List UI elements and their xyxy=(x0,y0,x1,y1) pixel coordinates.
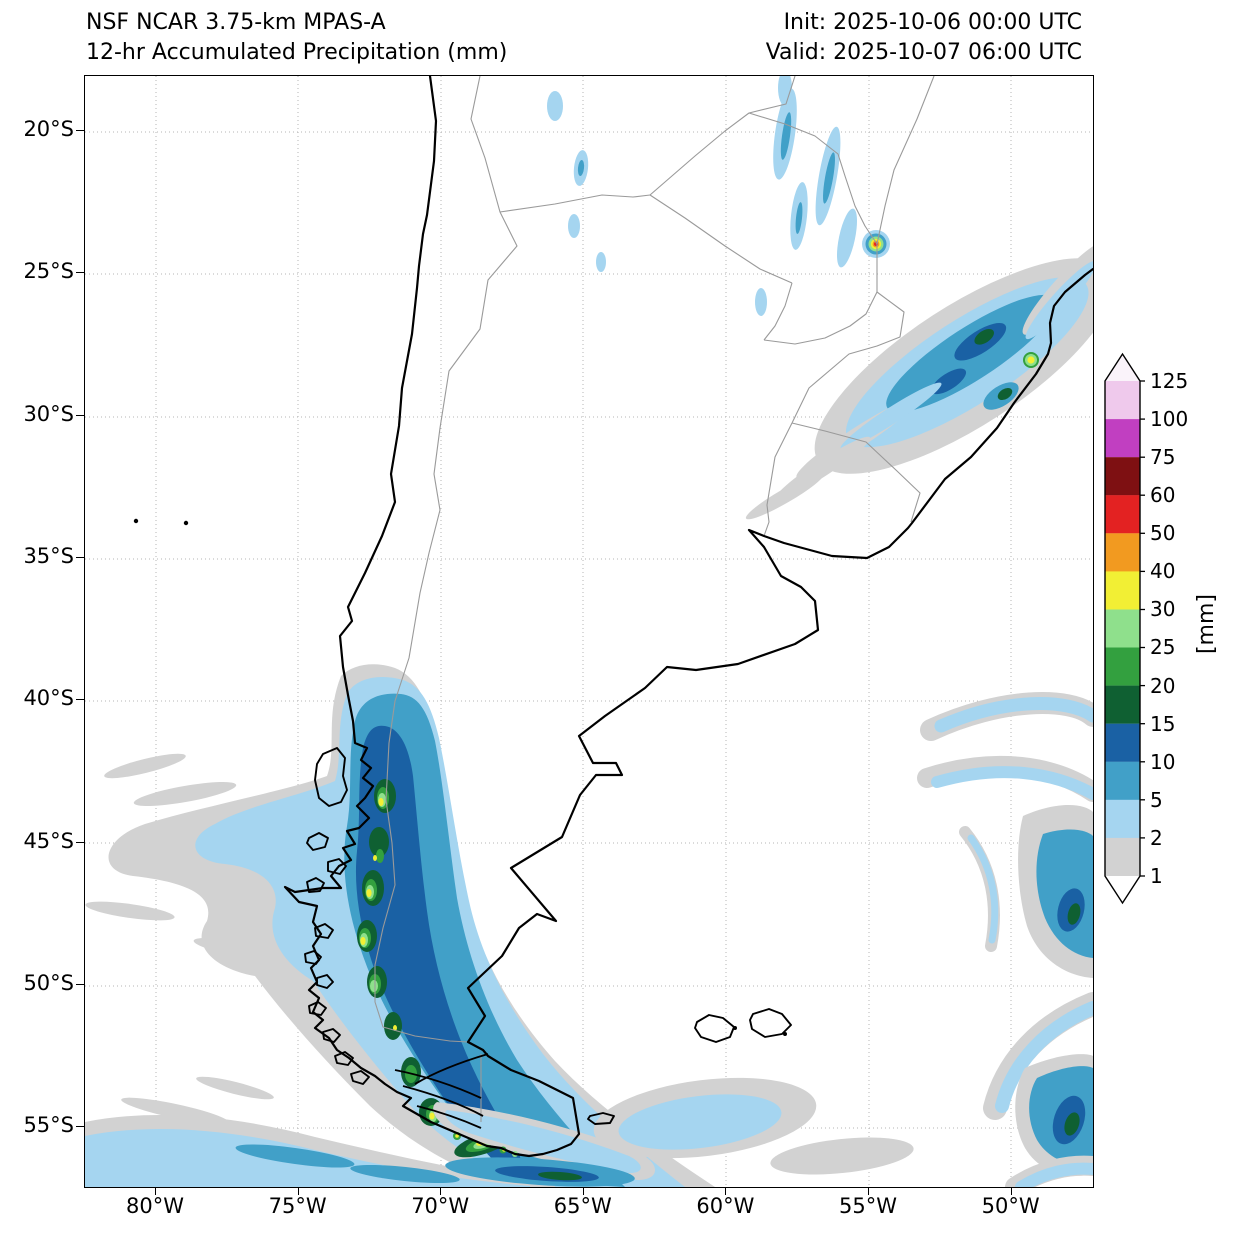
map-panel xyxy=(84,75,1094,1188)
lat-label: 45°S xyxy=(23,828,74,853)
colorbar-tick-label: 100 xyxy=(1150,407,1189,432)
model-title: NSF NCAR 3.75-km MPAS-A xyxy=(86,10,386,35)
lat-tick xyxy=(76,272,84,274)
colorbar-tick-label: 40 xyxy=(1150,559,1176,584)
colorbar-tick-label: 1 xyxy=(1150,863,1163,888)
colorbar-ticks xyxy=(1140,380,1145,877)
lon-tick xyxy=(1010,1187,1012,1195)
lat-label: 35°S xyxy=(23,543,74,568)
colorbar-tick-label: 15 xyxy=(1150,711,1176,736)
lon-label: 65°W xyxy=(553,1194,612,1218)
colorbar-tick-label: 75 xyxy=(1150,445,1176,470)
lon-label: 80°W xyxy=(126,1194,184,1218)
lon-tick xyxy=(725,1187,727,1195)
colorbar-unit-label: [mm] xyxy=(1194,594,1219,655)
colorbar-tick-label: 60 xyxy=(1150,483,1176,508)
title-block: NSF NCAR 3.75-km MPAS-A 12-hr Accumulate… xyxy=(86,8,507,68)
lat-label: 25°S xyxy=(23,259,74,284)
lat-tick xyxy=(76,699,84,701)
lat-tick xyxy=(76,841,84,843)
lon-tick xyxy=(297,1187,299,1195)
lon-tick xyxy=(155,1187,156,1195)
lat-tick xyxy=(76,556,84,558)
lon-tick xyxy=(440,1187,442,1195)
colorbar-tick-label: 20 xyxy=(1150,673,1176,698)
lat-tick xyxy=(76,983,84,985)
lon-tick xyxy=(582,1187,584,1195)
lon-label: 70°W xyxy=(411,1194,470,1218)
lon-label: 60°W xyxy=(696,1194,755,1218)
lat-label: 50°S xyxy=(23,970,74,995)
lat-label: 55°S xyxy=(23,1113,74,1138)
lon-label: 55°W xyxy=(839,1194,897,1218)
lat-label: 30°S xyxy=(23,401,74,426)
colorbar-tick-label: 30 xyxy=(1150,597,1176,622)
coastlines xyxy=(133,76,1093,1158)
grid-lines xyxy=(85,76,1093,1187)
lon-label: 50°W xyxy=(981,1194,1040,1218)
colorbar-tick-label: 25 xyxy=(1150,635,1176,660)
colorbar-tick-label: 5 xyxy=(1150,787,1163,812)
lon-label: 75°W xyxy=(268,1194,327,1218)
precip-field xyxy=(85,76,1093,1187)
lat-tick xyxy=(76,1126,84,1128)
country-borders xyxy=(374,76,935,1122)
colorbar-tick-label: 2 xyxy=(1150,825,1163,850)
lat-tick xyxy=(76,414,84,416)
init-time: Init: 2025-10-06 00:00 UTC xyxy=(783,10,1082,35)
colorbar-arrow-bottom xyxy=(1105,876,1140,903)
lat-label: 20°S xyxy=(23,117,74,141)
map-canvas xyxy=(85,76,1093,1187)
colorbar-arrow-top xyxy=(1105,354,1140,381)
lon-tick xyxy=(868,1187,869,1195)
time-block: Init: 2025-10-06 00:00 UTC Valid: 2025-1… xyxy=(766,8,1082,68)
colorbar-tick-label: 125 xyxy=(1150,369,1189,393)
colorbar-tick-label: 50 xyxy=(1150,521,1176,546)
lat-label: 40°S xyxy=(23,686,74,711)
lat-tick xyxy=(76,130,84,131)
valid-time: Valid: 2025-10-07 06:00 UTC xyxy=(765,40,1082,65)
colorbar-tick-label: 10 xyxy=(1150,749,1176,774)
field-title: 12-hr Accumulated Precipitation (mm) xyxy=(86,40,508,65)
colorbar xyxy=(1104,352,1145,905)
